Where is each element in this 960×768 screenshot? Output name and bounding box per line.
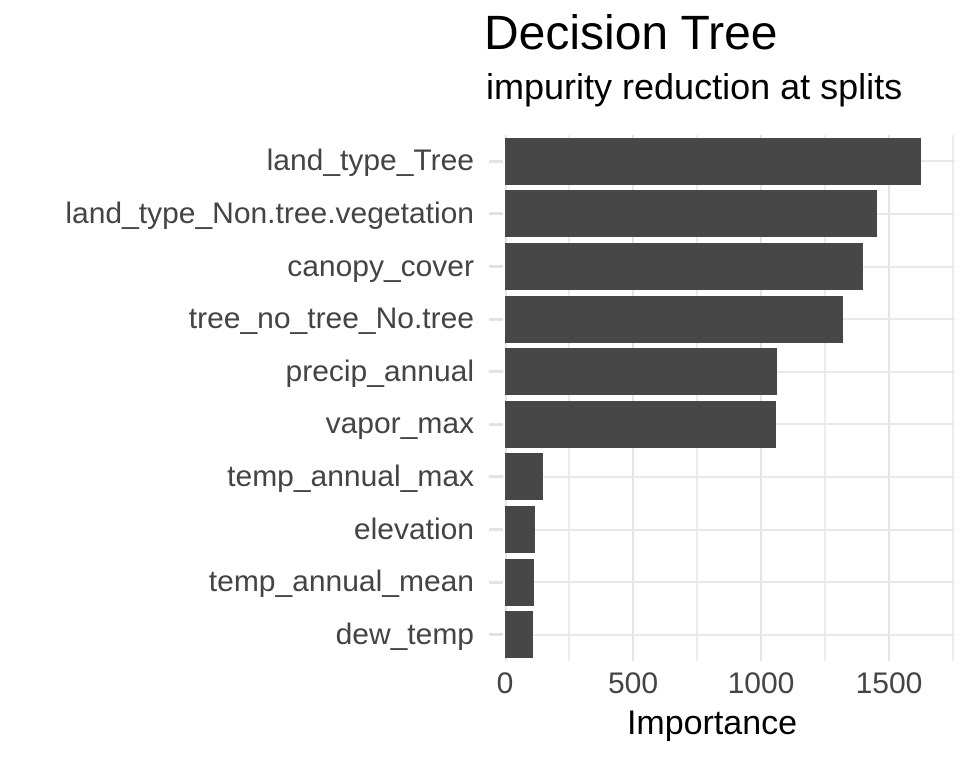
minor-gridline-x-1250 [824,135,826,661]
minor-gridline-x-1750 [952,135,954,661]
row-gridline [505,475,955,478]
x-tick-label-1500: 1500 [855,667,923,700]
y-tick-mark [489,317,503,321]
bar-vapor_max [505,400,776,448]
category-label-elevation: elevation [353,512,474,546]
x-tick-label-1000: 1000 [727,667,795,700]
y-tick-mark [489,422,503,426]
y-tick-mark [489,159,503,163]
chart-title: Decision Tree [484,7,778,60]
bar-land_type_Non.tree.vegetation [505,190,878,238]
y-tick-mark [489,475,503,479]
bar-land_type_Tree [505,137,921,185]
bar-canopy_cover [505,243,864,290]
category-label-land_type_Tree: land_type_Tree [266,144,474,178]
minor-gridline-x-750 [696,135,698,661]
y-tick-mark [489,370,503,374]
category-label-dew_temp: dew_temp [335,617,474,651]
category-label-temp_annual_mean: temp_annual_mean [208,565,474,599]
plot-panel [505,135,955,661]
bar-elevation [505,506,536,553]
row-gridline [505,528,955,531]
row-gridline [505,581,955,584]
category-label-land_type_Non.tree.vegetation: land_type_Non.tree.vegetation [65,196,474,230]
x-axis-title: Importance [626,704,798,742]
category-label-tree_no_tree_No.tree: tree_no_tree_No.tree [188,302,474,336]
bar-precip_annual [505,348,777,396]
x-tick-label-500: 500 [607,667,659,700]
bar-temp_annual_mean [505,558,534,606]
bar-dew_temp [505,611,533,659]
bar-tree_no_tree_No.tree [505,295,843,343]
major-gridline-x-0 [505,135,507,661]
y-tick-mark [489,265,503,268]
minor-gridline-x-250 [568,135,570,661]
x-tick-label-0: 0 [496,667,514,700]
bar-temp_annual_max [505,453,544,501]
y-tick-mark [489,528,503,531]
chart-subtitle: impurity reduction at splits [486,66,903,107]
row-gridline [505,633,955,636]
category-label-vapor_max: vapor_max [325,407,474,441]
major-gridline-x-500 [632,135,634,661]
y-tick-mark [489,633,503,637]
category-label-canopy_cover: canopy_cover [287,249,474,283]
category-label-temp_annual_max: temp_annual_max [227,459,474,493]
category-label-precip_annual: precip_annual [285,354,474,388]
y-tick-mark [489,212,503,216]
y-tick-mark [489,580,503,584]
major-gridline-x-1000 [760,135,762,661]
major-gridline-x-1500 [888,135,890,661]
